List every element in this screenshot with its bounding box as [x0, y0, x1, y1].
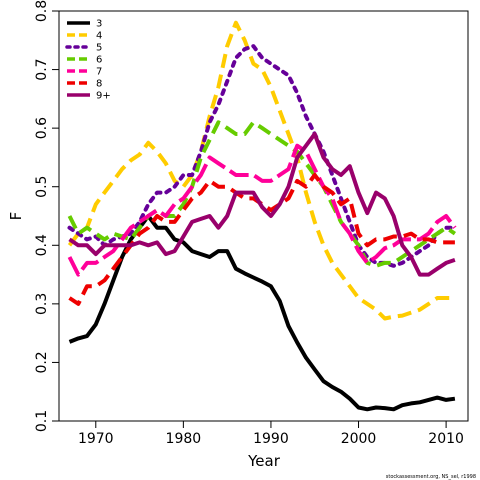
legend-label: 7	[96, 67, 102, 78]
legend-label: 4	[96, 31, 102, 42]
plot-frame	[58, 10, 469, 422]
y-tick-label: 0.5	[34, 176, 50, 198]
x-tick-label: 1970	[78, 431, 114, 447]
y-tick-label: 0.4	[34, 234, 50, 256]
legend-label: 9+	[96, 91, 111, 102]
credit-text: stockassessment.org, NS_sel, r1998	[386, 474, 476, 480]
legend-label: 8	[96, 79, 102, 90]
series-line-8	[68, 173, 455, 306]
y-tick-label: 0.3	[34, 293, 50, 315]
x-tick-label: 1990	[253, 431, 289, 447]
legend-label: 3	[96, 19, 102, 30]
y-tick-label: 0.2	[34, 351, 50, 373]
y-tick-label: 0.7	[34, 58, 50, 80]
series-line-7	[67, 143, 457, 277]
series-line-6	[67, 120, 457, 268]
series-line-9plus	[68, 132, 456, 277]
y-tick-label: 0.6	[34, 117, 50, 139]
series-layer	[67, 20, 457, 412]
y-tick-label: 0.1	[34, 410, 50, 432]
x-tick-label: 2000	[341, 431, 377, 447]
y-axis-title: F	[7, 212, 25, 221]
y-tick-label: 0.8	[34, 0, 50, 22]
legend-label: 6	[96, 55, 102, 66]
x-axis-title: Year	[247, 452, 281, 470]
axes-layer: 1970 1980 1990 2000 2010 0.1 0.2 0.3 0.4 0.5 0.6 0.…	[34, 0, 464, 447]
series-line-4	[67, 20, 455, 321]
x-tick-label: 2010	[428, 431, 464, 447]
legend-label: 5	[96, 43, 102, 54]
x-tick-label: 1980	[166, 431, 202, 447]
